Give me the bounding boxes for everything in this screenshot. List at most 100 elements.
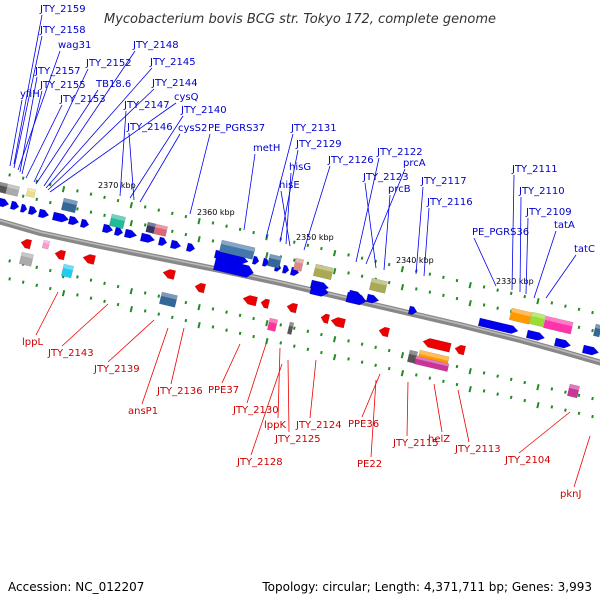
gene-label-forward: yfiH <box>20 89 40 100</box>
label-leader-forward <box>33 68 89 183</box>
reverse-gene-arrow <box>454 344 467 356</box>
gene-label-forward: JTY_2157 <box>34 66 81 77</box>
gene-label-forward: JTY_2153 <box>59 94 106 105</box>
feature-block <box>25 187 37 198</box>
feature-block <box>41 239 51 250</box>
tick-mark <box>184 214 188 219</box>
feature-block <box>218 239 256 260</box>
feature-block-shine <box>315 264 334 273</box>
scale-mark-label: 2330 kbp <box>496 277 534 286</box>
tick-mark <box>509 395 513 400</box>
gene-label-forward: TB18.6 <box>95 79 131 90</box>
tick-mark <box>197 218 201 225</box>
tick-mark <box>211 325 215 329</box>
feature-block-shine <box>371 278 388 286</box>
feature-block <box>266 253 282 269</box>
tick-mark <box>48 268 52 273</box>
label-leader-reverse <box>246 343 267 404</box>
feature-block-shine <box>147 222 156 228</box>
tick-mark <box>591 396 594 401</box>
tick-mark <box>129 220 133 227</box>
tick-mark <box>550 301 554 305</box>
tick-mark <box>455 278 459 283</box>
feature-block <box>286 321 295 335</box>
tick-mark <box>360 360 364 364</box>
label-leaders <box>9 14 591 488</box>
tick-mark <box>279 323 283 327</box>
label-leader-reverse <box>518 411 571 454</box>
gene-label-reverse: JTY_2113 <box>454 444 501 455</box>
gene-label-forward: JTY_2144 <box>151 78 198 89</box>
gene-label-forward: cysS2 <box>178 123 207 134</box>
label-leader-forward <box>519 196 522 293</box>
forward-gene-arrow <box>37 208 50 219</box>
tick-mark <box>468 386 472 393</box>
tick-mark <box>387 348 391 353</box>
gene-label-forward: prcB <box>388 184 411 195</box>
label-leader-forward <box>383 194 391 271</box>
gene-label-forward: JTY_2117 <box>420 176 467 187</box>
tick-mark <box>225 224 228 228</box>
scale-mark-label: 2340 kbp <box>396 256 434 265</box>
tick-mark <box>387 366 391 371</box>
tick-mark <box>103 281 106 286</box>
tick-mark <box>170 315 174 320</box>
forward-gene-arrow <box>281 264 290 274</box>
tick-mark <box>387 280 391 285</box>
tick-mark <box>76 293 79 297</box>
label-leader-reverse <box>309 359 317 419</box>
reverse-gene-arrow <box>20 238 33 250</box>
tick-mark <box>170 211 174 216</box>
tick-mark <box>211 307 215 311</box>
tick-mark <box>211 221 215 225</box>
reverse-gene-arrow <box>330 317 346 329</box>
label-leader-reverse <box>35 291 59 336</box>
label-leader-forward <box>525 217 529 295</box>
forward-gene-arrow <box>0 197 10 208</box>
tick-mark <box>143 223 147 227</box>
tick-mark <box>360 256 364 260</box>
tick-mark <box>468 282 472 289</box>
feature-block-shine <box>415 355 450 367</box>
feature-block <box>5 183 20 197</box>
feature-block-shine <box>27 187 36 193</box>
forward-gene-arrow <box>309 283 329 297</box>
feature-block <box>153 223 168 237</box>
tick-mark <box>197 304 201 311</box>
tick-mark <box>21 194 25 198</box>
feature-block-shine <box>7 183 20 191</box>
tick-mark <box>347 357 350 361</box>
label-leader-forward <box>364 182 377 269</box>
tick-tracks <box>8 173 594 419</box>
gene-label-reverse: lppL <box>22 337 43 348</box>
tick-mark <box>428 376 432 380</box>
tick-mark <box>414 287 418 291</box>
tick-mark <box>89 210 93 214</box>
tick-mark <box>428 272 432 276</box>
tick-mark <box>252 230 255 235</box>
map-title: Mycobacterium bovis BCG str. Tokyo 172, … <box>104 12 496 27</box>
topology-text: Topology: circular; Length: 4,371,711 bp… <box>262 580 592 594</box>
label-leader-forward <box>25 104 63 179</box>
forward-gene-arrow <box>169 239 182 250</box>
tick-mark <box>468 300 472 307</box>
tick-mark <box>143 309 147 313</box>
gene-label-forward: JTY_2140 <box>180 105 227 116</box>
gene-label-forward: JTY_2122 <box>376 147 423 158</box>
tick-mark <box>292 326 296 330</box>
label-leader-forward <box>119 110 127 197</box>
tick-mark <box>157 294 161 298</box>
tick-mark <box>8 259 11 263</box>
forward-gene-arrow <box>477 317 519 334</box>
tick-mark <box>320 332 323 337</box>
feature-block <box>312 263 334 281</box>
gene-label-reverse: helZ <box>428 434 450 445</box>
tick-mark <box>536 298 540 305</box>
tick-mark <box>279 341 283 345</box>
tick-mark <box>577 393 581 398</box>
gene-label-reverse: JTY_2104 <box>504 455 551 466</box>
feature-block-shine <box>269 318 278 324</box>
feature-block <box>60 197 78 214</box>
label-leader-forward <box>9 99 23 167</box>
feature-block-shine <box>63 198 78 206</box>
